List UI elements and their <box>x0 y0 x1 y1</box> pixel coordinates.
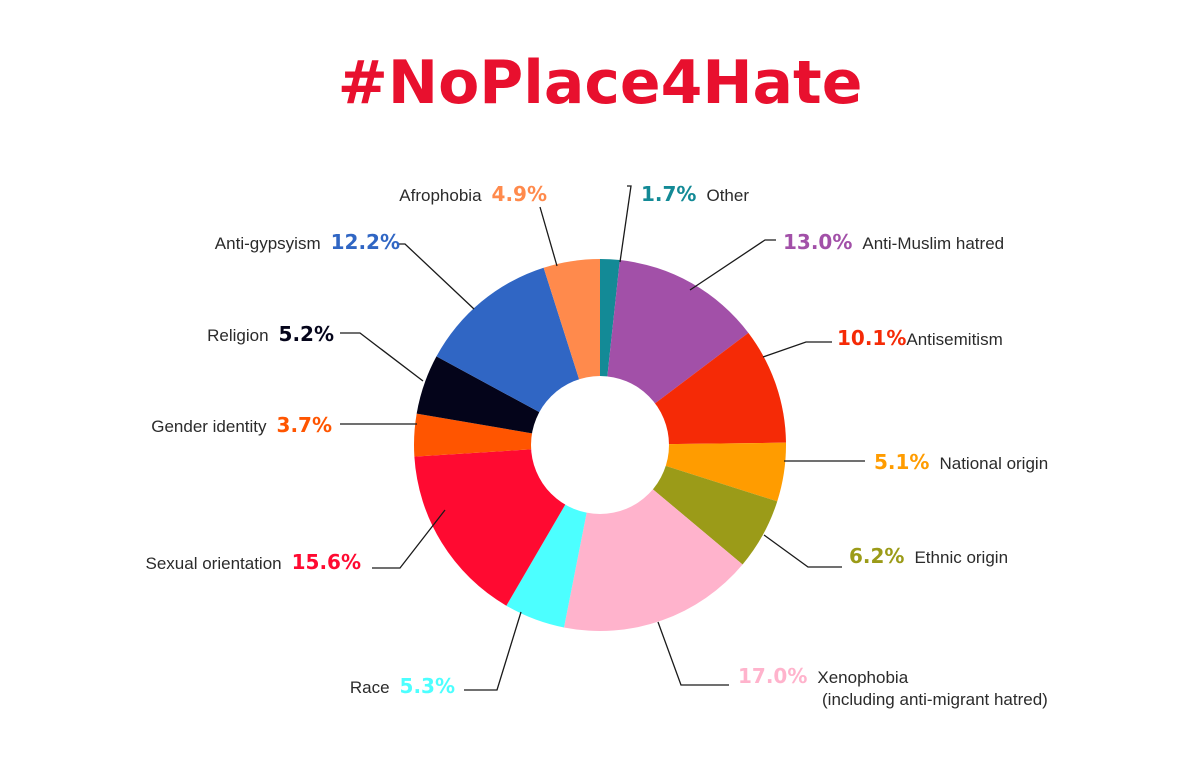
leader-line-religion <box>340 332 424 382</box>
pct-gender-identity: 3.7% <box>277 413 332 437</box>
leader-lines <box>340 185 865 691</box>
pct-xenophobia: 17.0% <box>738 664 807 688</box>
label-religion: Religion 5.2% <box>207 322 334 346</box>
name-national-origin: National origin <box>939 454 1048 473</box>
pct-afrophobia: 4.9% <box>492 182 547 206</box>
leader-line-ethnic-origin <box>763 534 842 568</box>
label-gender-identity: Gender identity 3.7% <box>151 413 332 437</box>
name-ethnic-origin: Ethnic origin <box>914 548 1008 567</box>
label-antisemitism: 10.1%Antisemitism <box>837 326 1003 350</box>
pct-religion: 5.2% <box>279 322 334 346</box>
name2-xenophobia: (including anti-migrant hatred) <box>822 690 1048 709</box>
label-afrophobia: Afrophobia 4.9% <box>399 182 547 206</box>
pct-anti-muslim-hatred: 13.0% <box>783 230 852 254</box>
name-race: Race <box>350 678 390 697</box>
pct-anti-gypsyism: 12.2% <box>331 230 400 254</box>
name-antisemitism: Antisemitism <box>906 330 1002 349</box>
donut-hole <box>531 376 669 514</box>
pct-national-origin: 5.1% <box>874 450 929 474</box>
label-ethnic-origin: 6.2% Ethnic origin <box>849 544 1008 568</box>
leader-line-other <box>619 185 632 263</box>
name-gender-identity: Gender identity <box>151 417 267 436</box>
name-anti-gypsyism: Anti-gypsyism <box>215 234 321 253</box>
chart-title: #NoPlace4Hate <box>338 48 863 118</box>
label-race: Race 5.3% <box>350 674 455 698</box>
label-national-origin: 5.1% National origin <box>874 450 1048 474</box>
leader-line-anti-gypsyism <box>397 243 475 310</box>
leader-line-anti-muslim-hatred <box>689 239 776 291</box>
name-sexual-orientation: Sexual orientation <box>146 554 282 573</box>
pct-other: 1.7% <box>641 182 696 206</box>
label-xenophobia: 17.0% Xenophobia <box>738 664 909 688</box>
pct-sexual-orientation: 15.6% <box>292 550 361 574</box>
leader-line-race <box>464 611 522 691</box>
leader-line-antisemitism <box>762 341 832 358</box>
name-other: Other <box>706 186 749 205</box>
leader-line-afrophobia <box>539 206 558 267</box>
pct-ethnic-origin: 6.2% <box>849 544 904 568</box>
label-other: 1.7% Other <box>641 182 749 206</box>
label-sexual-orientation: Sexual orientation 15.6% <box>146 550 361 574</box>
label-anti-muslim-hatred: 13.0% Anti-Muslim hatred <box>783 230 1004 254</box>
pct-race: 5.3% <box>400 674 455 698</box>
name-anti-muslim-hatred: Anti-Muslim hatred <box>862 234 1004 253</box>
leader-line-xenophobia <box>657 621 729 686</box>
label-anti-gypsyism: Anti-gypsyism 12.2% <box>215 230 400 254</box>
leader-line-sexual-orientation <box>372 509 446 569</box>
pct-antisemitism: 10.1% <box>837 326 906 350</box>
name-religion: Religion <box>207 326 268 345</box>
name-xenophobia: Xenophobia <box>817 668 908 687</box>
name-afrophobia: Afrophobia <box>399 186 482 205</box>
